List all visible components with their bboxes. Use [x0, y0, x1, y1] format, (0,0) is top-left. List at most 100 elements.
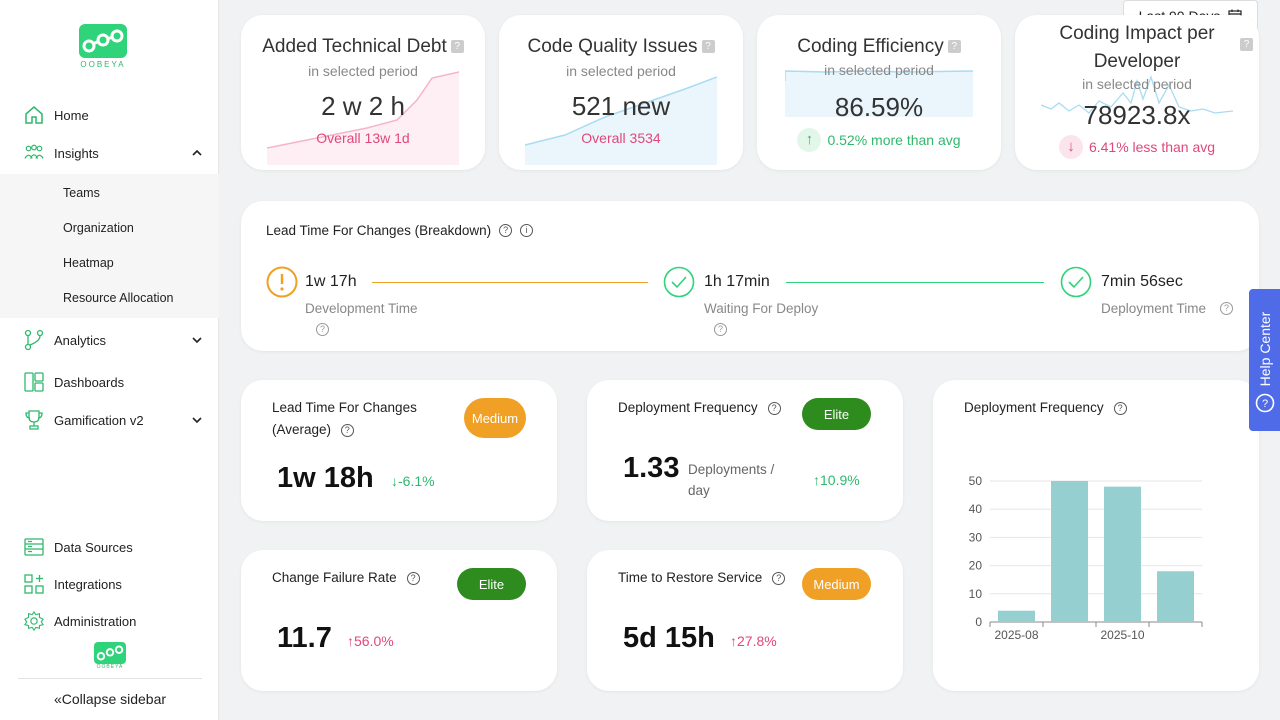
kpi-title: Coding Efficiency [797, 36, 944, 57]
sparkline [1041, 74, 1233, 114]
sidebar-subitem-organization[interactable]: Organization [63, 221, 134, 235]
metric-card-time-to-restore[interactable]: Time to Restore Service? Medium 5d 15h ↑… [587, 550, 903, 691]
metric-value: 11.7 [277, 622, 332, 654]
help-icon[interactable]: ? [1240, 38, 1253, 51]
metric-card-change-failure-rate[interactable]: Change Failure Rate? Elite 11.7 ↑56.0% [241, 550, 557, 691]
kpi-subtitle: in selected period [566, 63, 676, 79]
kpi-footer: 0.52% more than avg [827, 132, 961, 148]
help-icon[interactable]: ? [701, 40, 715, 54]
kpi-card-coding-impact[interactable]: Coding Impact per Developer ? in selecte… [1015, 15, 1259, 170]
help-icon[interactable]: ? [406, 571, 420, 585]
trophy-icon [24, 410, 44, 430]
double-chevron-left-icon: « [53, 691, 62, 707]
y-tick-label: 0 [975, 615, 982, 629]
stage-label: Waiting For Deploy [704, 301, 819, 316]
sidebar-item-integrations[interactable]: Integrations [0, 566, 219, 602]
help-icon[interactable]: ? [714, 323, 727, 336]
footer-logo-text: OOBEYA [96, 664, 124, 670]
sidebar-item-label: Administration [54, 613, 137, 629]
kpi-footer: 6.41% less than avg [1088, 139, 1216, 155]
gear-icon [24, 610, 44, 632]
chart-title: Deployment Frequency [964, 400, 1104, 415]
arrow-up-icon: ↑ [813, 472, 820, 488]
bar[interactable] [998, 610, 1035, 622]
sidebar-item-label: Insights [54, 145, 99, 161]
metric-change: 10.9% [820, 472, 860, 488]
metric-value: 5d 15h [623, 622, 715, 654]
kpi-subtitle: in selected period [308, 63, 418, 79]
arrow-up-icon: ↑ [730, 633, 737, 649]
kpi-title-line-1: Coding Impact per [1059, 23, 1215, 44]
stage-value: 1h 17min [704, 273, 770, 290]
kpi-value: 86.59% [834, 92, 924, 122]
oobeya-logo[interactable]: OOBEYA [78, 24, 128, 69]
y-tick-label: 20 [969, 559, 983, 573]
y-tick-label: 10 [969, 587, 983, 601]
help-icon[interactable]: ? [947, 40, 961, 54]
sidebar-item-gamification[interactable]: Gamification v2 [0, 402, 219, 438]
help-icon[interactable]: ? [450, 40, 464, 54]
status-badge: Elite [802, 398, 871, 430]
analytics-icon [24, 329, 44, 351]
sidebar-item-administration[interactable]: Administration [0, 603, 219, 639]
stage-value: 1w 17h [305, 273, 357, 290]
sidebar-item-analytics[interactable]: Analytics [0, 322, 219, 358]
insights-icon [24, 143, 44, 163]
stage-value: 7min 56sec [1101, 273, 1183, 290]
chevron-down-icon[interactable] [190, 413, 204, 427]
sparkline [267, 71, 459, 165]
kpi-card-technical-debt[interactable]: Added Technical Debt? in selected period… [241, 15, 485, 170]
info-icon[interactable]: i [520, 224, 534, 237]
chevron-up-icon[interactable] [190, 146, 204, 160]
metric-title: Change Failure Rate [272, 570, 397, 585]
metric-card-deployment-frequency[interactable]: Deployment Frequency? Elite 1.33 Deploym… [587, 380, 903, 521]
help-icon[interactable]: ? [316, 323, 329, 336]
bar[interactable] [1051, 481, 1088, 622]
sidebar-item-label: Integrations [54, 576, 122, 592]
sidebar-item-data-sources[interactable]: Data Sources [0, 529, 219, 565]
help-center-tab[interactable]: Help Center ? [1249, 289, 1280, 431]
sparkline [785, 70, 973, 117]
help-icon[interactable]: ? [1113, 401, 1127, 415]
footer-logo: OOBEYA [94, 642, 126, 670]
sidebar-item-label: Data Sources [54, 539, 133, 555]
metric-value: 1.33 [623, 452, 680, 484]
svg-text:?: ? [1262, 398, 1268, 410]
help-center-label: Help Center [1257, 311, 1273, 387]
metric-card-lead-time[interactable]: Lead Time For Changes (Average) ? Medium… [241, 380, 557, 521]
help-icon[interactable]: ? [499, 224, 513, 237]
sidebar-item-home[interactable]: Home [0, 97, 219, 133]
sidebar-item-label: Home [54, 107, 89, 123]
arrow-down-icon: ↓ [391, 473, 398, 489]
sidebar-item-label: Dashboards [54, 374, 125, 390]
sidebar-subitem-resource-allocation[interactable]: Resource Allocation [63, 291, 174, 305]
sidebar-subitem-heatmap[interactable]: Heatmap [63, 256, 114, 270]
metric-title-line-1: Lead Time For Changes [272, 400, 417, 415]
help-icon[interactable]: ? [340, 423, 354, 437]
integrations-icon [24, 574, 44, 594]
metric-title-line-2: (Average) [272, 422, 332, 437]
sidebar-subitem-teams[interactable]: Teams [63, 186, 100, 200]
metric-change: 27.8% [737, 633, 777, 649]
kpi-title-line-2: Developer [1093, 51, 1181, 72]
bar[interactable] [1104, 486, 1141, 622]
status-badge: Medium [464, 398, 526, 438]
metric-unit-line-2: day [688, 483, 710, 498]
collapse-sidebar-button[interactable]: «Collapse sidebar [18, 678, 202, 707]
help-icon[interactable]: ? [1220, 302, 1233, 315]
help-icon[interactable]: ? [767, 401, 781, 415]
insights-submenu: Teams Organization Heatmap Resource Allo… [0, 174, 219, 318]
kpi-title: Added Technical Debt [262, 36, 447, 57]
bar[interactable] [1157, 571, 1194, 622]
kpi-card-code-quality[interactable]: Code Quality Issues? in selected period … [499, 15, 743, 170]
sidebar-item-insights[interactable]: Insights [0, 135, 219, 171]
metric-title: Deployment Frequency [618, 400, 758, 415]
sidebar-item-dashboards[interactable]: Dashboards [0, 364, 219, 400]
kpi-value: 78923.8x [1083, 100, 1191, 130]
logo-text: OOBEYA [80, 60, 126, 69]
kpi-card-coding-efficiency[interactable]: Coding Efficiency? in selected period 86… [757, 15, 1001, 170]
chevron-down-icon[interactable] [190, 333, 204, 347]
status-badge: Elite [457, 568, 526, 600]
metric-change: 56.0% [354, 633, 394, 649]
help-icon[interactable]: ? [772, 571, 786, 585]
